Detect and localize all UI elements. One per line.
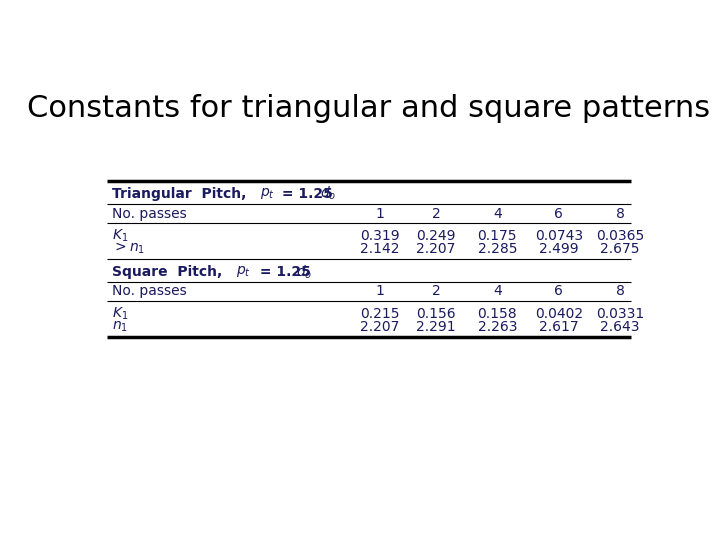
Text: 2.617: 2.617 [539,320,579,334]
Text: 0.0402: 0.0402 [535,307,582,321]
Text: 6: 6 [554,285,563,299]
Text: No. passes: No. passes [112,207,187,221]
Text: 2.675: 2.675 [600,241,640,255]
Text: 8: 8 [616,285,624,299]
Text: $K_1$: $K_1$ [112,228,129,244]
Text: $n_1$: $n_1$ [112,320,128,334]
Text: = 1.25: = 1.25 [277,187,333,201]
Text: 0.319: 0.319 [360,229,400,243]
Text: = 1.25: = 1.25 [255,265,310,279]
Text: 0.0743: 0.0743 [535,229,582,243]
Text: 2.499: 2.499 [539,241,579,255]
Text: 2.207: 2.207 [361,320,400,334]
Text: 2.643: 2.643 [600,320,640,334]
Text: 2.263: 2.263 [477,320,517,334]
Text: Triangular  Pitch,: Triangular Pitch, [112,187,251,201]
Text: 6: 6 [554,207,563,221]
Text: 0.175: 0.175 [477,229,517,243]
Text: 2: 2 [431,285,441,299]
Text: 1: 1 [376,207,384,221]
Text: 0.156: 0.156 [416,307,456,321]
Text: 4: 4 [493,207,502,221]
Text: 2.207: 2.207 [416,241,456,255]
Text: 0.158: 0.158 [477,307,517,321]
Text: $K_1$: $K_1$ [112,306,129,322]
Text: 0.249: 0.249 [416,229,456,243]
Text: $>n_1$: $>n_1$ [112,241,145,256]
Text: 8: 8 [616,207,624,221]
Text: $p_t$: $p_t$ [236,265,251,279]
Text: 2.142: 2.142 [361,241,400,255]
Text: 0.0365: 0.0365 [596,229,644,243]
Text: Square  Pitch,: Square Pitch, [112,265,228,279]
Text: 0.0331: 0.0331 [596,307,644,321]
Text: 2.285: 2.285 [477,241,517,255]
Text: $p_t$: $p_t$ [260,186,275,201]
Text: 1: 1 [376,285,384,299]
Text: $d_o$: $d_o$ [320,185,336,202]
Text: 4: 4 [493,285,502,299]
Text: 2: 2 [431,207,441,221]
Text: 0.215: 0.215 [361,307,400,321]
Text: Constants for triangular and square patterns: Constants for triangular and square patt… [27,94,711,123]
Text: No. passes: No. passes [112,285,187,299]
Text: 2.291: 2.291 [416,320,456,334]
Text: $d_o$: $d_o$ [297,263,312,281]
